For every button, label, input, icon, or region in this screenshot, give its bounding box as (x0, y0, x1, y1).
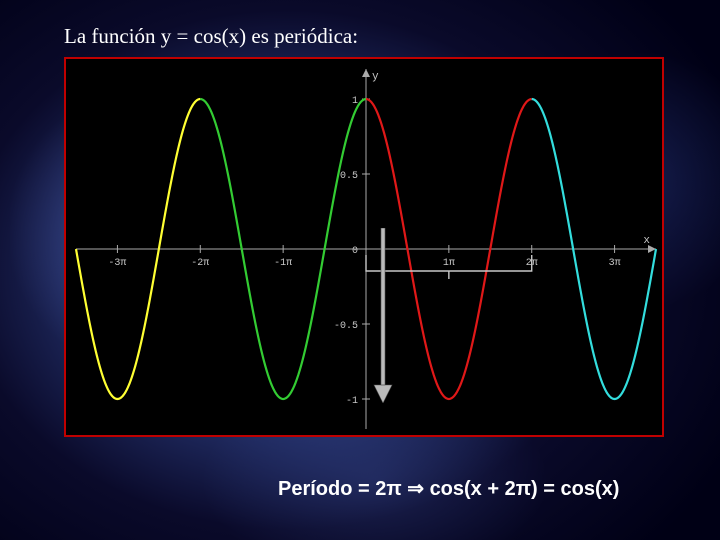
svg-text:0: 0 (352, 246, 358, 257)
svg-text:-1π: -1π (274, 258, 292, 269)
svg-text:-0.5: -0.5 (334, 321, 358, 332)
caption-pi-2: π (516, 478, 531, 500)
svg-text:-3π: -3π (108, 258, 126, 269)
svg-text:0.5: 0.5 (340, 171, 358, 182)
slide-title: La función y = cos(x) es periódica: (64, 24, 664, 49)
svg-text:1π: 1π (443, 258, 455, 269)
svg-text:y: y (372, 71, 379, 83)
cosine-chart: xy-3π-2π-1π1π2π3π10.50-0.5-1 (64, 57, 664, 437)
svg-text:x: x (643, 235, 650, 247)
caption-pi-1: π (386, 478, 401, 500)
svg-text:3π: 3π (609, 258, 621, 269)
caption-arrow: ⇒ (402, 478, 430, 500)
period-caption: Período = 2π ⇒ cos(x + 2π) = cos(x) (278, 476, 718, 501)
slide-content: La función y = cos(x) es periódica: x y -3… (64, 24, 664, 437)
caption-text-3: ) = cos(x) (531, 478, 619, 500)
svg-text:-1: -1 (346, 396, 358, 407)
caption-text-1: Período = 2 (278, 478, 386, 500)
caption-text-2: cos(x + 2 (430, 478, 516, 500)
svg-text:-2π: -2π (191, 258, 209, 269)
